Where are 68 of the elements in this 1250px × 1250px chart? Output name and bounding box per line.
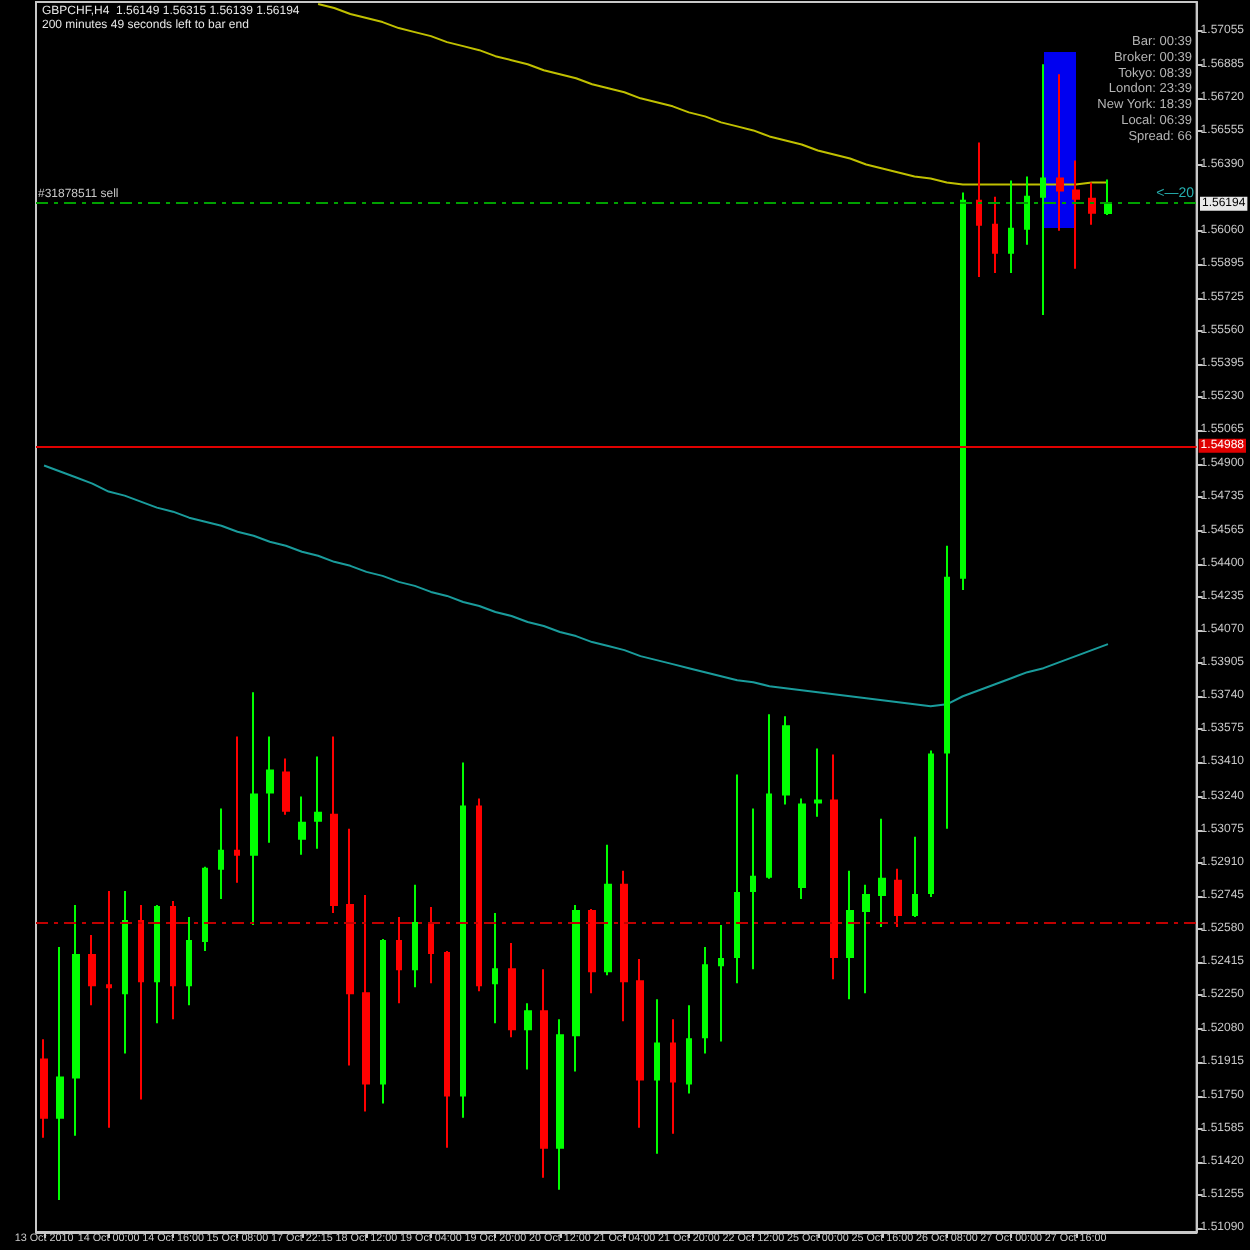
candlestick	[346, 827, 354, 1067]
candlestick	[298, 795, 306, 856]
candlestick	[508, 942, 516, 1039]
candlestick	[798, 797, 806, 900]
candlestick	[670, 1018, 676, 1135]
candlestick	[878, 817, 886, 929]
candlestick	[718, 924, 724, 1043]
candlestick	[702, 946, 708, 1055]
candlestick	[170, 899, 176, 1021]
candlestick	[846, 869, 854, 1001]
candlestick	[620, 869, 628, 1023]
candlestick	[604, 843, 612, 977]
candlestick	[782, 715, 790, 806]
candlestick	[654, 998, 660, 1155]
candlestick	[266, 735, 274, 844]
candlestick	[750, 807, 756, 971]
candlestick	[202, 865, 208, 953]
candlestick	[540, 968, 548, 1179]
candlestick	[556, 1018, 564, 1191]
candlestick	[830, 753, 838, 981]
candlestick	[218, 807, 224, 900]
candlestick	[460, 761, 466, 1119]
line-series	[43, 464, 1109, 708]
candlestick	[1104, 178, 1112, 216]
candlestick	[636, 958, 644, 1129]
candlestick	[396, 915, 402, 1005]
candlestick	[894, 867, 902, 929]
candlestick	[362, 893, 370, 1113]
candlestick	[234, 735, 240, 884]
candlestick	[992, 195, 998, 274]
candlestick	[412, 883, 418, 989]
candlestick	[138, 903, 144, 1101]
candlestick	[960, 191, 966, 591]
candlestick	[1072, 159, 1080, 270]
candlestick	[976, 141, 982, 278]
candlestick	[944, 544, 950, 830]
candlestick	[766, 713, 772, 880]
candlestick	[734, 773, 740, 985]
candlestick	[186, 915, 192, 1007]
candlestick	[1056, 73, 1064, 232]
candlestick	[572, 903, 580, 1073]
candlestick	[862, 883, 870, 995]
candlestick	[588, 907, 596, 995]
candlestick	[428, 905, 434, 985]
candlestick	[686, 1004, 692, 1095]
candlestick	[444, 950, 450, 1149]
candlestick	[154, 903, 160, 1025]
candlestick	[56, 946, 64, 1201]
candlestick	[88, 934, 96, 1007]
candlestick	[1088, 181, 1096, 226]
candlestick	[524, 1002, 532, 1071]
candlestick	[814, 747, 822, 818]
candlestick	[492, 911, 498, 1025]
candlestick	[282, 757, 290, 816]
candlestick	[1040, 63, 1046, 317]
candlestick	[314, 755, 322, 850]
candlestick	[1008, 179, 1014, 274]
candlestick	[476, 797, 482, 993]
candlestick	[1024, 175, 1030, 246]
candlestick	[106, 889, 112, 1129]
candlestick	[72, 903, 80, 1137]
candlestick	[330, 735, 338, 914]
candlestick	[380, 938, 386, 1105]
candlestick	[912, 835, 918, 918]
candlestick	[122, 889, 128, 1055]
candlestick	[250, 691, 258, 926]
candlestick	[40, 1038, 48, 1139]
candlestick	[928, 749, 934, 898]
